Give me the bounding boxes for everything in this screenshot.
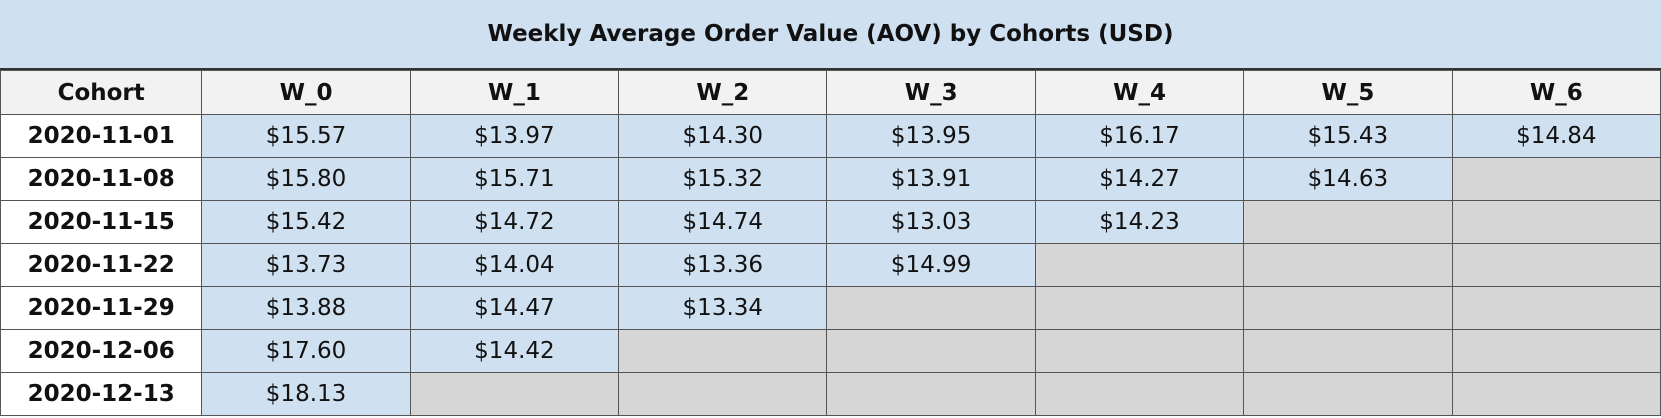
- table-row: 2020-12-06 $17.60 $14.42: [0, 329, 1661, 373]
- table-row: 2020-12-13 $18.13: [0, 372, 1661, 416]
- column-header-w3: W_3: [826, 70, 1036, 115]
- table-row: 2020-11-29 $13.88 $14.47 $13.34: [0, 286, 1661, 330]
- aov-value-cell: $15.80: [201, 157, 411, 201]
- aov-value-cell: $13.34: [618, 286, 828, 330]
- column-header-w0: W_0: [201, 70, 411, 115]
- column-header-w6: W_6: [1451, 70, 1661, 115]
- table-row: 2020-11-08 $15.80 $15.71 $15.32 $13.91 $14.27…: [0, 157, 1661, 201]
- column-header-cohort: Cohort: [0, 70, 203, 115]
- aov-value-cell: $14.74: [618, 200, 828, 244]
- aov-value-cell: $13.88: [201, 286, 411, 330]
- column-header-w1: W_1: [409, 70, 620, 115]
- cohort-label: 2020-11-08: [0, 157, 203, 201]
- aov-value-cell: $18.13: [201, 372, 411, 416]
- cohort-label: 2020-11-01: [0, 114, 203, 158]
- empty-cell: [409, 372, 620, 416]
- aov-value-cell: $14.72: [409, 200, 620, 244]
- aov-value-cell: $14.99: [826, 243, 1036, 287]
- aov-value-cell: $14.27: [1034, 157, 1245, 201]
- cohort-label: 2020-12-13: [0, 372, 203, 416]
- empty-cell: [1451, 243, 1661, 287]
- empty-cell: [1451, 286, 1661, 330]
- empty-cell: [826, 329, 1036, 373]
- empty-cell: [1451, 200, 1661, 244]
- cohort-label: 2020-11-15: [0, 200, 203, 244]
- empty-cell: [1243, 329, 1453, 373]
- table-row: 2020-11-22 $13.73 $14.04 $13.36 $14.99: [0, 243, 1661, 287]
- empty-cell: [1243, 286, 1453, 330]
- aov-value-cell: $13.97: [409, 114, 620, 158]
- table-row: 2020-11-15 $15.42 $14.72 $14.74 $13.03 $14.23: [0, 200, 1661, 244]
- empty-cell: [826, 372, 1036, 416]
- empty-cell: [618, 329, 828, 373]
- aov-value-cell: $15.43: [1243, 114, 1453, 158]
- cohort-label: 2020-12-06: [0, 329, 203, 373]
- table-row: 2020-11-01 $15.57 $13.97 $14.30 $13.95 $16.17…: [0, 114, 1661, 158]
- empty-cell: [1243, 200, 1453, 244]
- aov-value-cell: $13.73: [201, 243, 411, 287]
- aov-value-cell: $13.95: [826, 114, 1036, 158]
- column-header-w5: W_5: [1243, 70, 1453, 115]
- aov-value-cell: $14.30: [618, 114, 828, 158]
- aov-value-cell: $16.17: [1034, 114, 1245, 158]
- aov-value-cell: $15.57: [201, 114, 411, 158]
- empty-cell: [1451, 157, 1661, 201]
- aov-value-cell: $14.42: [409, 329, 620, 373]
- aov-value-cell: $15.42: [201, 200, 411, 244]
- empty-cell: [1034, 372, 1245, 416]
- empty-cell: [1451, 329, 1661, 373]
- aov-value-cell: $15.32: [618, 157, 828, 201]
- empty-cell: [1243, 372, 1453, 416]
- aov-value-cell: $13.36: [618, 243, 828, 287]
- aov-value-cell: $13.03: [826, 200, 1036, 244]
- empty-cell: [618, 372, 828, 416]
- aov-cohort-table: Cohort W_0 W_1 W_2 W_3 W_4 W_5 W_6 2020-…: [0, 70, 1661, 416]
- empty-cell: [1243, 243, 1453, 287]
- empty-cell: [1034, 243, 1245, 287]
- aov-value-cell: $14.63: [1243, 157, 1453, 201]
- table-title: Weekly Average Order Value (AOV) by Coho…: [0, 0, 1661, 70]
- aov-value-cell: $17.60: [201, 329, 411, 373]
- aov-value-cell: $14.47: [409, 286, 620, 330]
- column-header-w4: W_4: [1034, 70, 1245, 115]
- aov-value-cell: $14.84: [1451, 114, 1661, 158]
- aov-value-cell: $13.91: [826, 157, 1036, 201]
- aov-value-cell: $15.71: [409, 157, 620, 201]
- empty-cell: [1034, 329, 1245, 373]
- empty-cell: [1034, 286, 1245, 330]
- header-row: Cohort W_0 W_1 W_2 W_3 W_4 W_5 W_6: [0, 70, 1661, 115]
- empty-cell: [1451, 372, 1661, 416]
- column-header-w2: W_2: [618, 70, 828, 115]
- empty-cell: [826, 286, 1036, 330]
- cohort-label: 2020-11-22: [0, 243, 203, 287]
- cohort-label: 2020-11-29: [0, 286, 203, 330]
- aov-value-cell: $14.04: [409, 243, 620, 287]
- aov-value-cell: $14.23: [1034, 200, 1245, 244]
